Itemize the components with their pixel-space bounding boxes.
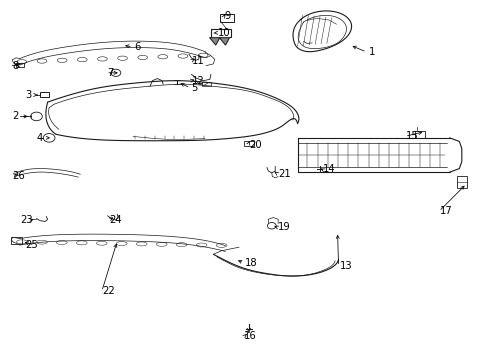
Text: 2: 2 <box>12 111 19 121</box>
Bar <box>11 237 22 244</box>
Text: 12: 12 <box>192 76 204 86</box>
Text: 23: 23 <box>20 215 32 225</box>
Text: 18: 18 <box>245 258 258 268</box>
Text: 24: 24 <box>110 215 122 225</box>
Text: 3: 3 <box>25 90 31 100</box>
Text: 4: 4 <box>36 133 43 143</box>
Bar <box>220 14 234 22</box>
Bar <box>415 131 425 138</box>
Bar <box>244 141 254 146</box>
Text: 7: 7 <box>108 68 114 78</box>
Bar <box>211 29 231 37</box>
Text: 15: 15 <box>406 131 418 141</box>
Bar <box>202 82 211 86</box>
Text: 5: 5 <box>192 83 198 93</box>
Polygon shape <box>220 38 229 45</box>
Text: 10: 10 <box>218 28 230 38</box>
Text: 22: 22 <box>103 287 116 296</box>
Text: 1: 1 <box>369 47 376 57</box>
Text: 9: 9 <box>224 11 231 21</box>
Text: 21: 21 <box>278 168 291 179</box>
Text: 17: 17 <box>440 206 453 216</box>
Bar <box>40 92 49 98</box>
Text: 19: 19 <box>278 222 291 232</box>
Text: 8: 8 <box>12 61 18 71</box>
Text: 16: 16 <box>244 332 257 342</box>
Text: 14: 14 <box>323 164 336 174</box>
Bar <box>16 63 24 67</box>
Text: 20: 20 <box>249 140 262 150</box>
Bar <box>457 176 466 188</box>
Text: 6: 6 <box>134 42 140 52</box>
Text: 13: 13 <box>340 261 353 271</box>
Polygon shape <box>210 38 220 45</box>
Text: 25: 25 <box>25 240 38 250</box>
Text: 26: 26 <box>12 171 25 181</box>
Text: 11: 11 <box>192 57 204 66</box>
